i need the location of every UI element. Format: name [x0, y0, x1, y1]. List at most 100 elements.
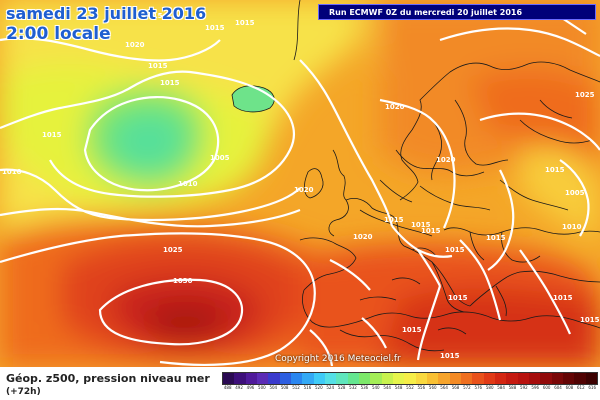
legend-tick-label: 500: [258, 385, 266, 390]
legend-swatch: [438, 373, 450, 384]
legend-tick-label: 580: [485, 385, 494, 390]
legend-swatch: [562, 373, 575, 384]
forecast-local-time: 2:00 locale: [6, 24, 111, 44]
color-scale: [222, 372, 598, 385]
isobar-label: 1015: [235, 19, 255, 27]
legend-tick-label: 600: [542, 385, 551, 390]
forecast-date: samedi 23 juillet 2016: [6, 4, 207, 23]
isobar-label: 1020: [353, 233, 373, 241]
legend-panel: Géop. z500, pression niveau mer (+72h) 4…: [0, 367, 600, 400]
isobar-label: 1015: [486, 234, 506, 242]
isobars: [0, 9, 600, 367]
legend-tick-label: 488: [223, 385, 232, 390]
weather-map: 1015 1015 1020 1015 1015 1015 1010 1005 …: [0, 0, 600, 367]
legend-tick-label: 560: [428, 385, 437, 390]
legend-tick-label: 532: [349, 385, 357, 390]
forecast-lead-time: (+72h): [6, 387, 41, 397]
legend-swatch: [313, 373, 325, 384]
legend-tick-label: 552: [406, 385, 414, 390]
legend-tick-label: 512: [292, 385, 300, 390]
isobar-label: 1015: [42, 131, 62, 139]
isobar-label: 1015: [421, 227, 441, 235]
legend-tick-label: 508: [280, 385, 289, 390]
legend-swatch: [494, 373, 507, 384]
legend-swatch: [585, 373, 597, 384]
isobar-label: 1025: [575, 91, 595, 99]
isobar-label: 1025: [163, 246, 183, 254]
legend-swatch: [324, 373, 337, 384]
legend-swatch: [245, 373, 257, 384]
legend-swatch: [370, 373, 382, 384]
isobar-label: 1015: [160, 79, 180, 87]
isobar-label: 1015: [553, 294, 573, 302]
isobar-label: 1015: [445, 246, 465, 254]
legend-swatch: [381, 373, 393, 384]
legend-tick-label: 596: [531, 385, 540, 390]
legend-swatch: [517, 373, 529, 384]
isobar-label: 1020: [385, 103, 405, 111]
legend-tick-label: 496: [246, 385, 255, 390]
isobar-label: 1010: [2, 168, 22, 176]
legend-swatch: [574, 373, 586, 384]
legend-swatch: [290, 373, 303, 384]
isobar-labels: 1015 1015 1020 1015 1015 1015 1010 1005 …: [2, 12, 600, 360]
run-info-banner: Run ECMWF 0Z du mercredi 20 juillet 2016: [318, 4, 596, 20]
legend-swatch: [279, 373, 291, 384]
legend-swatch: [268, 373, 280, 384]
isobar-label: 1030: [173, 277, 193, 285]
isobar-label: 1005: [565, 189, 585, 197]
legend-tick-label: 556: [417, 385, 426, 390]
legend-swatch: [404, 373, 416, 384]
legend-swatch: [551, 373, 563, 384]
legend-tick-label: 564: [440, 385, 448, 390]
legend-swatch: [415, 373, 427, 384]
legend-tick-label: 592: [520, 385, 528, 390]
color-scale-ticks: 488 492 496 500 504 508 512 516 520 524 528 532 536 5…: [222, 385, 598, 390]
legend-swatch: [460, 373, 473, 384]
isobar-label: 1005: [210, 154, 230, 162]
isobar-label: 1020: [294, 186, 314, 194]
legend-tick-label: 516: [303, 385, 312, 390]
legend-swatch: [223, 373, 235, 384]
legend-tick-label: 548: [394, 385, 403, 390]
legend-tick-label: 544: [383, 385, 391, 390]
legend-tick-label: 528: [337, 385, 346, 390]
isobar-label: 1015: [580, 316, 600, 324]
legend-swatch: [506, 373, 518, 384]
legend-swatch: [472, 373, 484, 384]
isobar-label: 1015: [148, 62, 168, 70]
legend-tick-label: 616: [588, 385, 597, 390]
legend-tick-label: 588: [508, 385, 517, 390]
isobar-label: 1015: [440, 352, 460, 360]
legend-tick-label: 572: [463, 385, 471, 390]
legend-tick-label: 504: [269, 385, 278, 390]
legend-swatch: [336, 373, 348, 384]
isobar-label: 1015: [402, 326, 422, 334]
legend-swatch: [358, 373, 371, 384]
legend-swatch: [347, 373, 359, 384]
isobar-label: 1015: [545, 166, 565, 174]
legend-swatch: [234, 373, 246, 384]
isobar-label: 1020: [436, 156, 456, 164]
geopotential-field: [0, 0, 600, 367]
legend-tick-label: 612: [576, 385, 585, 390]
isobar-label: 1015: [384, 216, 404, 224]
legend-tick-label: 576: [474, 385, 483, 390]
isobar-label: 1015: [448, 294, 468, 302]
legend-tick-label: 584: [497, 385, 505, 390]
legend-swatch: [426, 373, 439, 384]
legend-tick-label: 568: [451, 385, 460, 390]
legend-tick-label: 520: [315, 385, 323, 390]
isobar-label: 1015: [411, 221, 431, 229]
legend-tick-label: 536: [360, 385, 369, 390]
map-parameter-title: Géop. z500, pression niveau mer: [6, 372, 210, 385]
isobar-label: 1015: [205, 24, 225, 32]
legend-swatch: [483, 373, 495, 384]
legend-swatch: [528, 373, 541, 384]
isobar-label: 1010: [562, 223, 582, 231]
legend-tick-label: 540: [371, 385, 380, 390]
legend-tick-label: 608: [565, 385, 574, 390]
isobar-label: 1010: [178, 180, 198, 188]
legend-tick-label: 492: [235, 385, 243, 390]
legend-swatch: [256, 373, 269, 384]
